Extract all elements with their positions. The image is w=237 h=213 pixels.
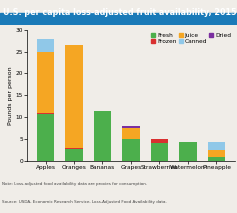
Bar — [65, 45, 83, 148]
Bar — [94, 111, 111, 161]
Text: Note: Loss-adjusted food availability data are proxies for consumption.: Note: Loss-adjusted food availability da… — [2, 182, 147, 186]
Text: Source: USDA, Economic Research Service, Loss-Adjusted Food Availability data.: Source: USDA, Economic Research Service,… — [2, 200, 167, 204]
Bar — [37, 39, 54, 52]
Bar — [65, 149, 83, 161]
Bar — [37, 52, 54, 113]
Text: U.S. per capita loss-adjusted fruit availability, 2015: U.S. per capita loss-adjusted fruit avai… — [3, 8, 236, 17]
Bar — [208, 150, 225, 157]
Bar — [150, 139, 168, 143]
Y-axis label: Pounds per person: Pounds per person — [8, 66, 13, 125]
Bar — [37, 113, 54, 114]
Bar — [122, 128, 140, 139]
Bar — [122, 139, 140, 161]
Bar — [65, 148, 83, 149]
Bar — [122, 126, 140, 128]
Bar — [179, 142, 197, 161]
Legend: Fresh, Frozen, Juice, Canned, Dried: Fresh, Frozen, Juice, Canned, Dried — [150, 33, 232, 45]
Bar — [0, 13, 237, 25]
Bar — [208, 157, 225, 161]
Bar — [150, 143, 168, 161]
Bar — [37, 114, 54, 161]
Bar — [208, 142, 225, 150]
